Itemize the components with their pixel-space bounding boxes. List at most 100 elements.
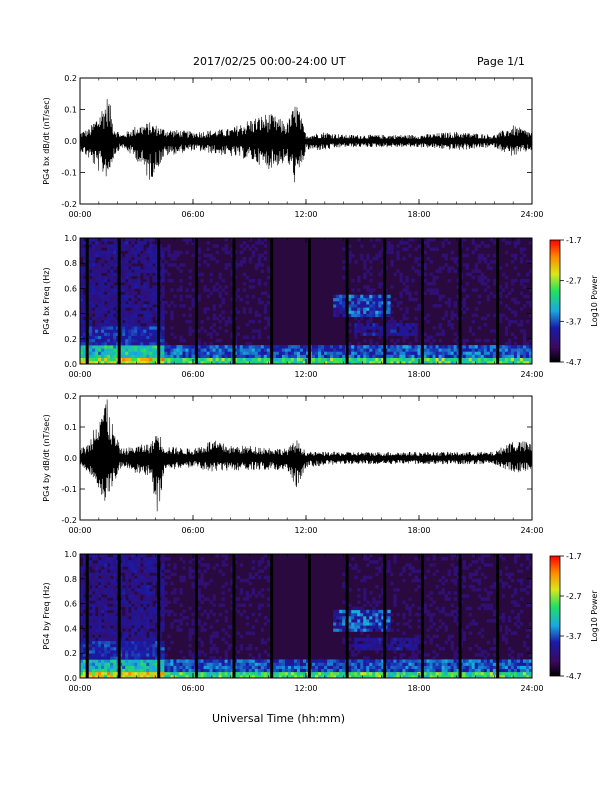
spectrogram-cell bbox=[275, 674, 280, 679]
spectrogram-cell bbox=[399, 294, 403, 299]
spectrogram-cell bbox=[146, 653, 150, 657]
spectrogram-cell bbox=[236, 597, 240, 601]
spectrogram-cell bbox=[149, 272, 153, 277]
spectrogram-cell bbox=[417, 272, 421, 277]
spectrogram-cell bbox=[381, 588, 385, 592]
spectrogram-cell bbox=[354, 313, 358, 318]
spectrogram-cell bbox=[441, 241, 445, 245]
spectrogram-cell bbox=[453, 332, 457, 336]
spectrogram-cell bbox=[248, 256, 253, 261]
spectrogram-cell bbox=[242, 282, 247, 286]
spectrogram-cell bbox=[372, 307, 376, 311]
spectrogram-cell bbox=[119, 569, 123, 573]
spectrogram-cell bbox=[306, 674, 310, 679]
spectrogram-cell bbox=[155, 253, 159, 258]
spectrogram-cell bbox=[369, 345, 373, 349]
spectrogram-cell bbox=[375, 625, 379, 629]
spectrogram-cell bbox=[170, 345, 174, 349]
spectrogram-cell bbox=[381, 622, 385, 626]
spectrogram-cell bbox=[339, 625, 343, 629]
spectrogram-cell bbox=[107, 345, 111, 349]
spectrogram-cell bbox=[152, 625, 156, 629]
spectrogram-cell bbox=[125, 600, 129, 604]
spectrogram-cell bbox=[408, 345, 412, 349]
spectrogram-cell bbox=[333, 668, 337, 673]
spectrogram-cell bbox=[110, 631, 114, 635]
spectrogram-cell bbox=[372, 313, 376, 318]
spectrogram-cell bbox=[354, 345, 358, 349]
spectrogram-cell bbox=[339, 354, 343, 358]
spectrogram-cell bbox=[110, 304, 114, 308]
spectrogram-cell bbox=[405, 291, 409, 295]
spectrogram-cell bbox=[339, 301, 343, 305]
spectrogram-cell bbox=[89, 575, 93, 580]
spectrogram-cell bbox=[224, 323, 228, 327]
spectrogram-cell bbox=[486, 354, 491, 358]
spectrogram-cell bbox=[173, 354, 177, 358]
spectrogram-cell bbox=[378, 625, 382, 629]
spectrogram-cell bbox=[444, 301, 448, 305]
spectrogram-cell bbox=[182, 665, 186, 669]
spectrogram-cell bbox=[351, 650, 355, 654]
spectrogram-cell bbox=[239, 612, 244, 617]
spectrogram-cell bbox=[254, 659, 259, 663]
spectrogram-cell bbox=[152, 659, 156, 663]
spectrogram-cell bbox=[122, 332, 126, 336]
spectrogram-cell bbox=[155, 357, 159, 362]
spectrogram-cell bbox=[125, 656, 129, 660]
spectrogram-cell bbox=[83, 566, 87, 570]
spectrogram-cell bbox=[393, 351, 397, 355]
spectrogram-cell bbox=[83, 554, 87, 558]
spectrogram-cell bbox=[230, 247, 234, 251]
spectrogram-cell bbox=[134, 360, 138, 365]
spectrogram-cell bbox=[266, 665, 271, 669]
spectrogram-cell bbox=[89, 653, 93, 657]
spectrogram-cell bbox=[128, 282, 132, 286]
spectrogram-cell bbox=[128, 316, 132, 321]
spectrogram-cell bbox=[134, 310, 138, 314]
spectrogram-cell bbox=[131, 637, 135, 642]
spectrogram-cell bbox=[119, 563, 123, 567]
spectrogram-cell bbox=[83, 656, 87, 660]
spectrogram-cell bbox=[366, 656, 370, 660]
spectrogram-cell bbox=[128, 575, 132, 580]
spectrogram-cell bbox=[134, 557, 138, 561]
spectrogram-cell bbox=[125, 297, 129, 302]
spectrogram-cell bbox=[149, 578, 153, 583]
spectrogram-cell bbox=[110, 674, 114, 679]
spectrogram-cell bbox=[456, 335, 460, 340]
spectrogram-cell bbox=[122, 640, 126, 645]
spectrogram-cell bbox=[161, 591, 165, 595]
spectrogram-cell bbox=[176, 360, 180, 365]
spectrogram-cell bbox=[257, 671, 262, 676]
spectrogram-cell bbox=[435, 288, 439, 292]
spectrogram-cell bbox=[402, 360, 406, 365]
spectrogram-cell bbox=[360, 256, 364, 261]
spectrogram-cell bbox=[92, 238, 96, 242]
spectrogram-cell bbox=[399, 357, 403, 362]
spectrogram-cell bbox=[369, 294, 373, 299]
spectrogram-cell bbox=[143, 674, 147, 679]
spectrogram-cell bbox=[402, 256, 406, 261]
spectrogram-cell bbox=[95, 578, 99, 583]
spectrogram-cell bbox=[296, 662, 301, 666]
spectrogram-cell bbox=[203, 659, 207, 663]
spectrogram-cell bbox=[360, 671, 364, 676]
spectrogram-cell bbox=[278, 345, 283, 349]
spectrogram-cell bbox=[173, 674, 177, 679]
spectrogram-cell bbox=[104, 566, 108, 570]
spectrogram-cell bbox=[339, 662, 343, 666]
spectrogram-cell bbox=[164, 609, 168, 614]
spectrogram-cell bbox=[155, 616, 159, 620]
spectrogram-cell bbox=[152, 619, 156, 623]
spectrogram-cell bbox=[134, 662, 138, 666]
spectrogram-cell bbox=[387, 662, 391, 666]
spectrogram-cell bbox=[477, 326, 482, 330]
spectrogram-cell bbox=[510, 260, 515, 264]
spectrogram-cell bbox=[104, 597, 108, 601]
spectrogram-cell bbox=[230, 319, 234, 324]
spectrogram-cell bbox=[206, 351, 210, 355]
spectrogram-cell bbox=[80, 313, 84, 318]
spectrogram-cell bbox=[113, 581, 117, 586]
spectrogram-cell bbox=[483, 316, 488, 321]
